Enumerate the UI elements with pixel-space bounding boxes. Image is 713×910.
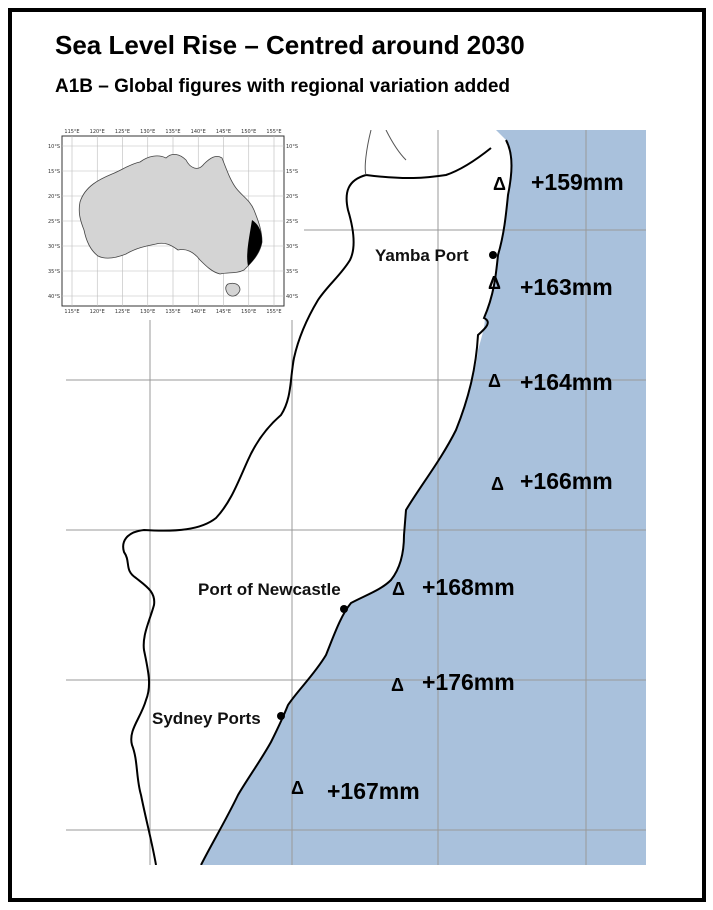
port-label-newcastle: Port of Newcastle [198,580,341,599]
sea-level-value: +163mm [520,274,613,300]
inset-lat-tick-label: 30°S [286,244,298,250]
inset-lat-tick-label: 20°S [286,194,298,200]
inset-lon-tick-label: 155°E [266,129,281,135]
sea-level-value: +166mm [520,468,613,494]
sea-area [201,130,646,865]
inset-lon-tick-label: 125°E [115,129,130,135]
australia-inset-map: 115°E 120°E 125°E 130°E 135°E 140°E 145°E 150°E… [40,124,304,320]
river-line-2 [364,130,372,176]
inset-lat-tick-label: 25°S [48,219,60,225]
sea-level-value: +167mm [327,778,420,804]
inset-lon-tick-label: 135°E [165,309,180,315]
marker-icon: Δ [491,474,504,494]
inset-lat-tick-label: 10°S [286,144,298,150]
inset-lon-tick-label: 120°E [90,309,105,315]
inset-lat-tick-label: 25°S [286,219,298,225]
coastal-map [66,130,646,865]
marker-icon: Δ [488,371,501,391]
marker-icon: Δ [291,778,304,798]
inset-lat-tick-label: 40°S [48,294,60,300]
inset-lon-ticks-top: 115°E 120°E 125°E 130°E 135°E 140°E 145°E 150°E… [64,129,281,135]
inset-lat-tick-label: 15°S [48,169,60,175]
sea-level-value: +176mm [422,669,515,695]
inset-lon-tick-label: 120°E [90,129,105,135]
port-label-yamba: Yamba Port [375,246,469,265]
sea-level-value: +159mm [531,169,624,195]
map-subtitle: A1B – Global figures with regional varia… [55,76,511,97]
inset-lat-tick-label: 35°S [286,269,298,275]
inset-lon-tick-label: 130°E [140,129,155,135]
inset-lat-tick-label: 10°S [48,144,60,150]
inset-lon-tick-label: 115°E [64,129,79,135]
port-dot-yamba[interactable] [489,251,497,259]
inset-lat-tick-label: 35°S [48,269,60,275]
inset-lat-ticks-right: 10°S 15°S 20°S 25°S 30°S 35°S 40°S [286,144,298,300]
inset-lon-tick-label: 150°E [241,309,256,315]
state-boundary [122,147,492,865]
inset-lon-tick-label: 135°E [165,129,180,135]
port-label-sydney: Sydney Ports [152,709,261,728]
marker-icon: Δ [392,579,405,599]
inset-lon-tick-label: 125°E [115,309,130,315]
tasmania [225,282,241,297]
coastline [200,139,513,865]
inset-lat-tick-label: 15°S [286,169,298,175]
sea-level-value: +164mm [520,369,613,395]
map-title: Sea Level Rise – Centred around 2030 [55,30,525,60]
inset-lat-ticks-left: 10°S 15°S 20°S 25°S 30°S 35°S 40°S [48,144,60,300]
inset-lon-tick-label: 140°E [191,309,206,315]
port-dot-newcastle[interactable] [340,605,348,613]
inset-lon-tick-label: 145°E [216,309,231,315]
inset-lat-tick-label: 20°S [48,194,60,200]
port-dot-sydney[interactable] [277,712,285,720]
inset-lon-tick-label: 140°E [191,129,206,135]
inset-lat-tick-label: 30°S [48,244,60,250]
marker-icon: Δ [488,273,501,293]
marker-icon: Δ [391,675,404,695]
inset-lon-ticks-bottom: 115°E 120°E 125°E 130°E 135°E 140°E 145°E 150°E… [64,309,281,315]
inset-lon-tick-label: 130°E [140,309,155,315]
sea-level-value: +168mm [422,574,515,600]
inset-lon-tick-label: 155°E [266,309,281,315]
river-line [385,130,407,161]
inset-lon-tick-label: 115°E [64,309,79,315]
inset-lon-tick-label: 145°E [216,129,231,135]
inset-lon-tick-label: 150°E [241,129,256,135]
inset-svg: 115°E 120°E 125°E 130°E 135°E 140°E 145°E 150°E… [48,129,298,315]
nsw-highlight [247,220,262,266]
inset-lat-tick-label: 40°S [286,294,298,300]
marker-icon: Δ [493,174,506,194]
coastal-map-svg [66,130,646,865]
